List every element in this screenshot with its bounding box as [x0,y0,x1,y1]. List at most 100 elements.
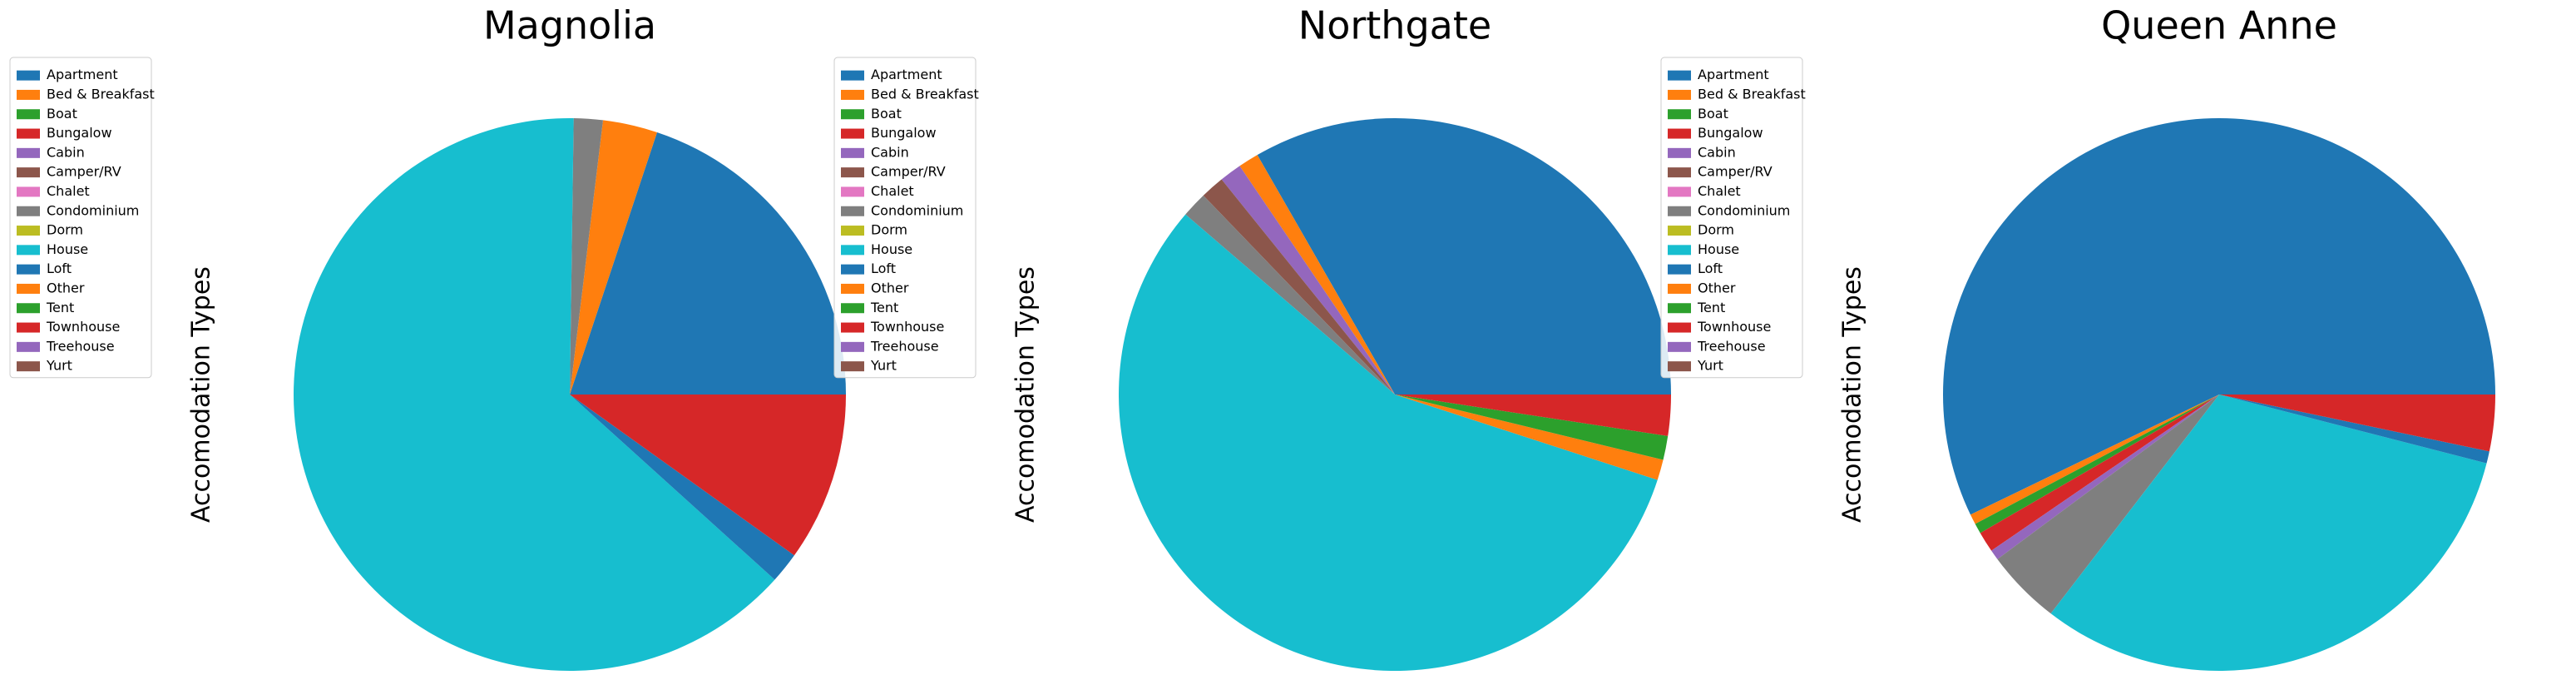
legend-swatch [1668,341,1691,352]
legend-label: Boat [47,106,77,122]
legend-swatch [1668,245,1691,256]
legend-label: Tent [870,300,898,315]
chart-title: Magnolia [483,3,656,48]
legend-label: Other [871,280,909,295]
legend-swatch [1668,109,1691,120]
legend-label: Condominium [47,202,139,218]
chart-title: Northgate [1298,3,1491,48]
pie-slice [1239,155,1395,395]
pie-slice [570,395,794,580]
y-axis-label: Accomodation Types [187,266,216,523]
legend-label: Boat [871,106,902,122]
legend-swatch [17,206,40,216]
legend-label: Dorm [47,222,83,238]
legend-swatch [17,70,40,81]
pie-slice [1395,395,1671,436]
legend-label: Apartment [47,67,118,82]
legend-label: Apartment [871,67,942,82]
legend-swatch [841,186,864,197]
legend-swatch [1668,283,1691,294]
legend-label: Dorm [871,222,907,238]
legend-label: Other [1698,280,1736,295]
legend-swatch [841,128,864,139]
legend-swatch [17,264,40,275]
legend-label: Townhouse [46,319,120,335]
legend-swatch [17,109,40,120]
legend-label: Bed & Breakfast [47,86,155,102]
legend-swatch [841,341,864,352]
pie-slice [1395,395,1669,460]
legend-label: Tent [46,300,74,315]
legend-label: House [1698,241,1739,257]
legend-swatch [17,303,40,314]
legend-label: Cabin [47,144,85,160]
legend-swatch [17,147,40,158]
legend-label: Tent [1697,300,1725,315]
legend-label: Townhouse [870,319,944,335]
y-axis-label: Accomodation Types [1838,266,1867,523]
legend-swatch [1668,322,1691,333]
legend-swatch [17,322,40,333]
legend-label: Yurt [46,358,72,374]
legend-swatch [841,70,864,81]
legend-swatch [17,283,40,294]
legend-label: Boat [1698,106,1728,122]
legend-label: Treehouse [46,338,115,354]
legend-label: Chalet [871,183,914,199]
legend-frame [833,57,977,379]
legend-frame [1660,57,1803,379]
pie-slice [1997,395,2219,614]
pie-slice [1221,166,1395,395]
pie-slice [1257,118,1671,395]
legend-label: Dorm [1698,222,1734,238]
legend-swatch [841,322,864,333]
pie-slice [1203,179,1395,395]
legend-label: Bungalow [47,125,112,141]
legend-label: House [871,241,912,257]
pie-slice [1975,395,2219,534]
pie-slice [1991,395,2219,559]
legend-swatch [1668,264,1691,275]
legend-swatch [1668,226,1691,236]
pie-slice [1119,214,1658,672]
pie-slice [570,395,846,556]
legend-label: Chalet [47,183,90,199]
pie-slice [294,118,775,671]
legend-swatch [1668,167,1691,178]
legend-label: Camper/RV [47,164,121,180]
legend-swatch [841,226,864,236]
legend-label: Condominium [1698,202,1790,218]
legend-label: Yurt [870,358,897,374]
legend-swatch [841,283,864,294]
y-axis-label: Accomodation Types [1011,266,1041,523]
pie-slice [1395,395,1664,480]
legend-swatch [841,303,864,314]
pie-slice [570,120,657,395]
legend-swatch [17,341,40,352]
legend-label: Yurt [1697,358,1723,374]
legend-label: Treehouse [1697,338,1766,354]
pie-slice [570,118,604,395]
legend-swatch [841,89,864,100]
legend-swatch [17,226,40,236]
legend-swatch [1668,128,1691,139]
legend: Apartment Bed & Breakfast Boat Bungalow Cabi… [1660,57,1806,379]
legend-label: Bungalow [871,125,937,141]
legend: Apartment Bed & Breakfast Boat Bungalow Cabi… [9,57,155,379]
legend-label: Loft [871,261,896,276]
legend-label: Loft [47,261,72,276]
legend-label: Cabin [1698,144,1736,160]
legend-label: House [47,241,88,257]
legend-swatch [841,361,864,372]
legend-swatch [17,245,40,256]
legend-swatch [17,89,40,100]
pie-slice [1943,118,2495,515]
legend-label: Camper/RV [1698,164,1773,180]
legend-swatch [841,206,864,216]
legend-swatch [1668,206,1691,216]
legend-swatch [841,167,864,178]
chart-title: Queen Anne [2101,3,2337,48]
legend-label: Chalet [1698,183,1741,199]
legend-label: Condominium [871,202,963,218]
legend-swatch [17,167,40,178]
